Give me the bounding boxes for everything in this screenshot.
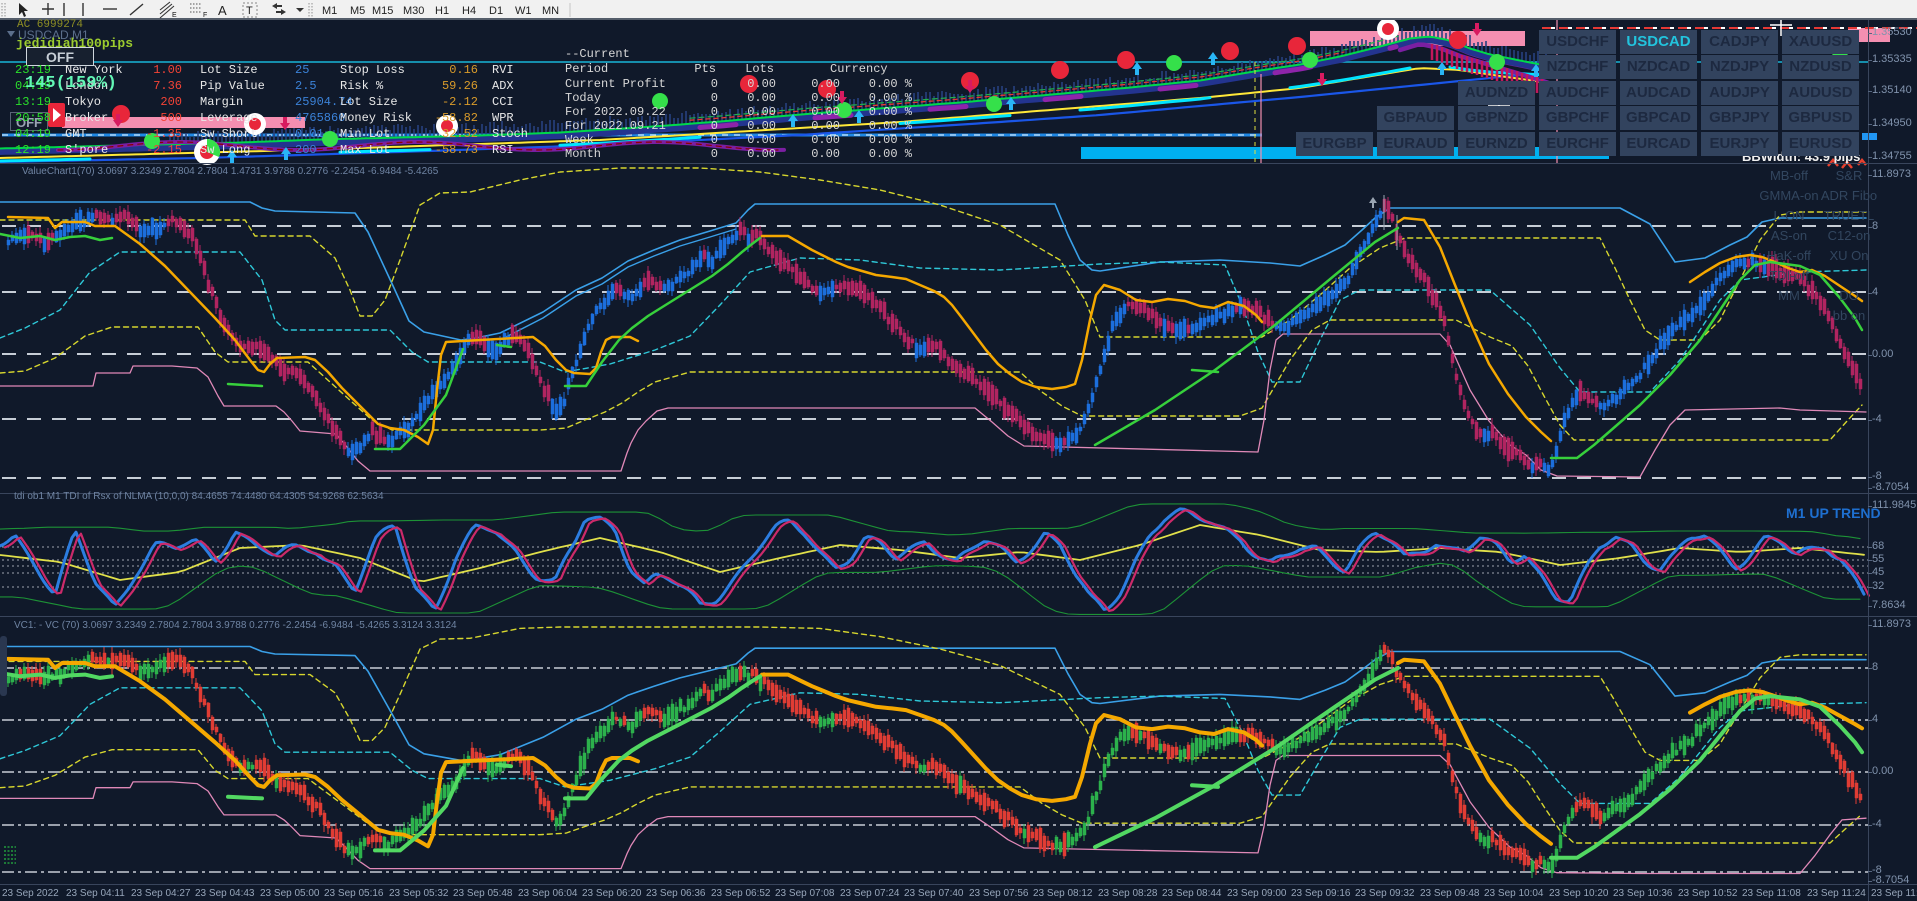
svg-text:M5: M5: [350, 5, 365, 17]
svg-text:M30: M30: [403, 5, 424, 17]
svg-text:M15: M15: [372, 5, 393, 17]
svg-text:MN: MN: [542, 5, 559, 17]
svg-text:A: A: [218, 3, 227, 18]
svg-text:W1: W1: [515, 5, 532, 17]
svg-text:T: T: [246, 5, 253, 17]
svg-text:F: F: [203, 12, 207, 19]
svg-text:E: E: [172, 12, 177, 19]
svg-text:H4: H4: [462, 5, 476, 17]
svg-text:D1: D1: [489, 5, 503, 17]
svg-text:M1: M1: [322, 5, 337, 17]
svg-text:H1: H1: [435, 5, 449, 17]
